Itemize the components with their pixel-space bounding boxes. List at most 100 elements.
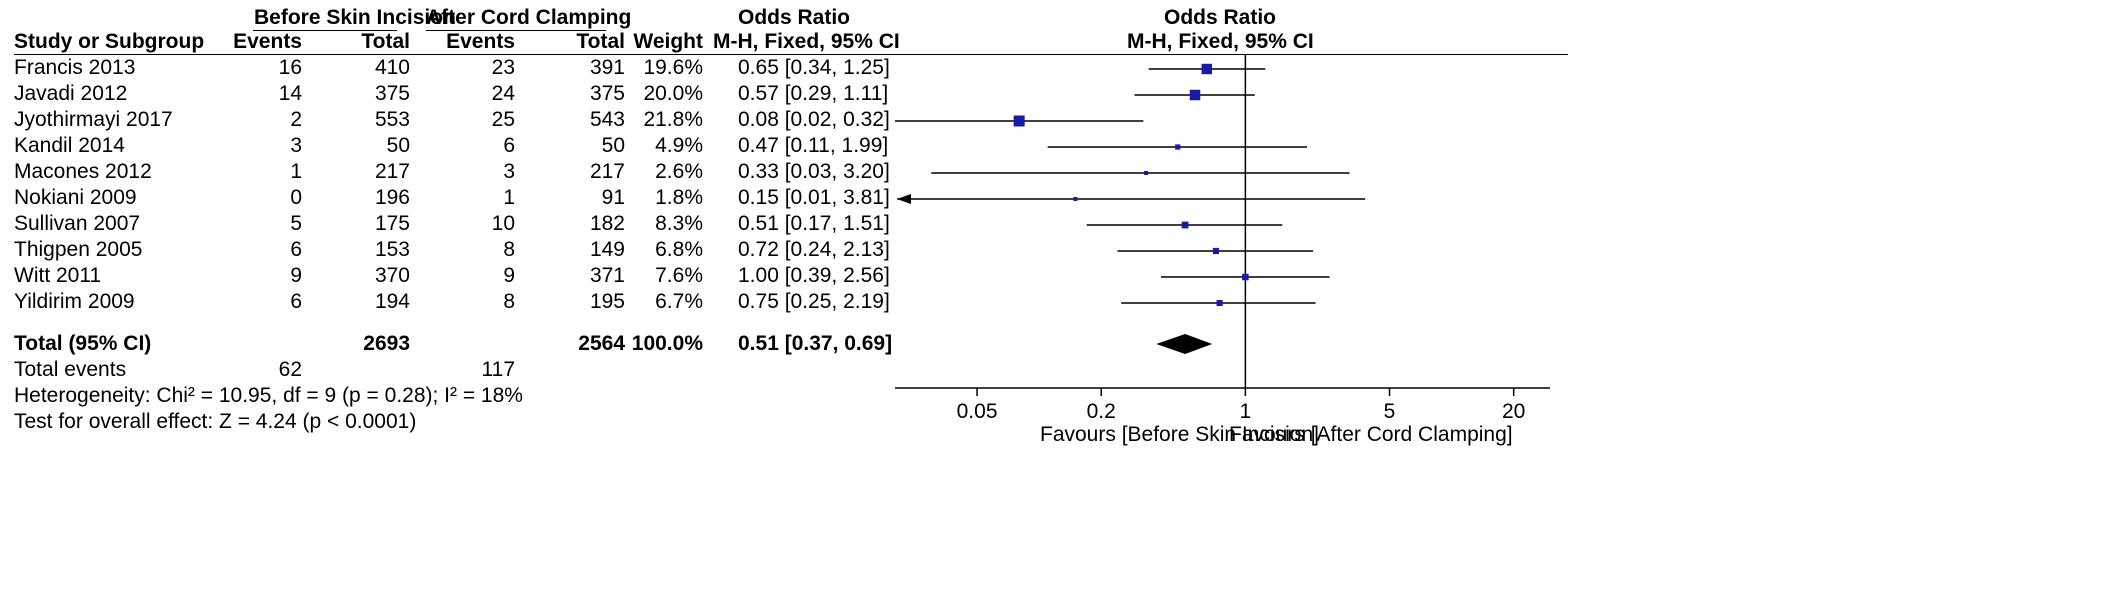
cell-study: Nokiani 2009: [14, 186, 137, 209]
header-rule: [14, 54, 1568, 55]
table-row: Macones 2012 1 217 3 217 2.6% 0.33 [0.03, 3.20…: [0, 160, 1210, 184]
cell-t2: 149: [589, 238, 625, 261]
cell-e2: 1: [503, 186, 515, 209]
cell-ci-text: 0.47 [0.11, 1.99]: [738, 134, 889, 157]
cell-e1: 9: [290, 264, 302, 287]
study-marker: [1242, 273, 1249, 281]
group2-underline: [426, 30, 606, 31]
cell-t2: 217: [589, 160, 625, 183]
cell-ci-text: 0.08 [0.02, 0.32]: [738, 108, 890, 131]
cell-e1: 3: [290, 134, 302, 157]
study-marker: [1189, 89, 1201, 101]
cell-e1: 6: [290, 238, 302, 261]
pooled-diamond: [1156, 334, 1213, 354]
cell-t1: 217: [374, 160, 410, 183]
table-row: Javadi 2012 14 375 24 375 20.0% 0.57 [0.29, 1.…: [0, 82, 1210, 106]
col-total1-header: Total: [361, 30, 410, 53]
total-t1: 2693: [363, 332, 410, 355]
col-study-header: Study or Subgroup: [14, 30, 205, 53]
cell-t2: 375: [589, 82, 625, 105]
cell-ci-text: 0.51 [0.17, 1.51]: [738, 212, 890, 235]
study-marker: [1181, 221, 1189, 229]
favours-left-label: Favours [Before Skin Incision]: [1040, 423, 1319, 446]
table-row: Nokiani 2009 0 196 1 91 1.8% 0.15 [0.01, 3.81]: [0, 186, 1210, 210]
x-tick-label: 20: [1502, 400, 1525, 423]
cell-weight: 7.6%: [655, 264, 703, 287]
or-plot-header: Odds Ratio: [1164, 6, 1277, 29]
cell-ci-text: 0.33 [0.03, 3.20]: [738, 160, 890, 183]
plot-method-header: M-H, Fixed, 95% CI: [1127, 30, 1314, 53]
cell-ci-text: 0.15 [0.01, 3.81]: [738, 186, 890, 209]
cell-weight: 21.8%: [643, 108, 703, 131]
cell-ci-text: 0.72 [0.24, 2.13]: [738, 238, 890, 261]
col-weight-header: Weight: [633, 30, 703, 53]
cell-weight: 8.3%: [655, 212, 703, 235]
x-tick-label: 1: [1240, 400, 1252, 423]
heterogeneity-text: Heterogeneity: Chi² = 10.95, df = 9 (p =…: [14, 384, 523, 407]
cell-ci-text: 0.75 [0.25, 2.19]: [738, 290, 890, 313]
cell-study: Macones 2012: [14, 160, 152, 183]
cell-e1: 2: [290, 108, 302, 131]
cell-t1: 194: [374, 290, 410, 313]
cell-t1: 553: [374, 108, 410, 131]
study-marker: [1201, 63, 1213, 75]
cell-study: Kandil 2014: [14, 134, 125, 157]
cell-e2: 24: [491, 82, 515, 105]
cell-t2: 91: [601, 186, 625, 209]
group1-header: Before Skin Incision: [254, 6, 456, 29]
cell-t2: 50: [601, 134, 625, 157]
events-label: Total events: [14, 358, 127, 381]
col-method-header: M-H, Fixed, 95% CI: [713, 30, 900, 53]
cell-weight: 4.9%: [655, 134, 703, 157]
study-marker: [1013, 115, 1025, 127]
cell-e1: 5: [290, 212, 302, 235]
cell-t1: 196: [374, 186, 410, 209]
cell-ci-text: 0.65 [0.34, 1.25]: [738, 56, 890, 79]
total-t2: 2564: [578, 332, 625, 355]
cell-t1: 410: [374, 56, 410, 79]
cell-e2: 10: [491, 212, 515, 235]
cell-t2: 182: [589, 212, 625, 235]
events-e1: 62: [278, 358, 302, 381]
cell-weight: 19.6%: [643, 56, 703, 79]
cell-study: Francis 2013: [14, 56, 136, 79]
study-marker: [1144, 171, 1149, 175]
col-events2-header: Events: [446, 30, 515, 53]
x-tick-label: 0.05: [957, 400, 998, 423]
cell-t2: 371: [589, 264, 625, 287]
table-row: Sullivan 2007 5 175 10 182 8.3% 0.51 [0.17, 1.…: [0, 212, 1210, 236]
cell-e1: 1: [290, 160, 302, 183]
cell-t2: 195: [589, 290, 625, 313]
cell-t1: 375: [374, 82, 410, 105]
x-tick-label: 0.2: [1087, 400, 1116, 423]
cell-t2: 391: [589, 56, 625, 79]
cell-e1: 14: [278, 82, 302, 105]
study-marker: [1212, 247, 1220, 255]
cell-e1: 16: [278, 56, 302, 79]
total-weight: 100.0%: [631, 332, 703, 355]
table-row: Jyothirmayi 2017 2 553 25 543 21.8% 0.08 [0.02…: [0, 108, 1210, 132]
favours-right-label: Favours [After Cord Clamping]: [1229, 423, 1513, 446]
cell-e2: 3: [503, 160, 515, 183]
events-e2: 117: [481, 358, 515, 381]
cell-e1: 0: [290, 186, 302, 209]
group2-header: After Cord Clamping: [426, 6, 632, 29]
cell-e2: 8: [503, 290, 515, 313]
cell-t1: 50: [386, 134, 410, 157]
cell-study: Sullivan 2007: [14, 212, 141, 235]
table-row: Francis 2013 16 410 23 391 19.6% 0.65 [0.34, 1…: [0, 56, 1210, 80]
cell-e1: 6: [290, 290, 302, 313]
cell-t1: 175: [374, 212, 410, 235]
group1-underline: [253, 30, 397, 31]
cell-weight: 6.7%: [655, 290, 703, 313]
table-row: Witt 2011 9 370 9 371 7.6% 1.00 [0.39, 2.56]: [0, 264, 1210, 288]
col-total2-header: Total: [576, 30, 625, 53]
cell-study: Thigpen 2005: [14, 238, 143, 261]
table-row: Yildirim 2009 6 194 8 195 6.7% 0.75 [0.25, 2.1…: [0, 290, 1210, 314]
cell-study: Yildirim 2009: [14, 290, 135, 313]
or-table-header: Odds Ratio: [738, 6, 851, 29]
cell-e2: 8: [503, 238, 515, 261]
table-row: Thigpen 2005 6 153 8 149 6.8% 0.72 [0.24, 2.13…: [0, 238, 1210, 262]
